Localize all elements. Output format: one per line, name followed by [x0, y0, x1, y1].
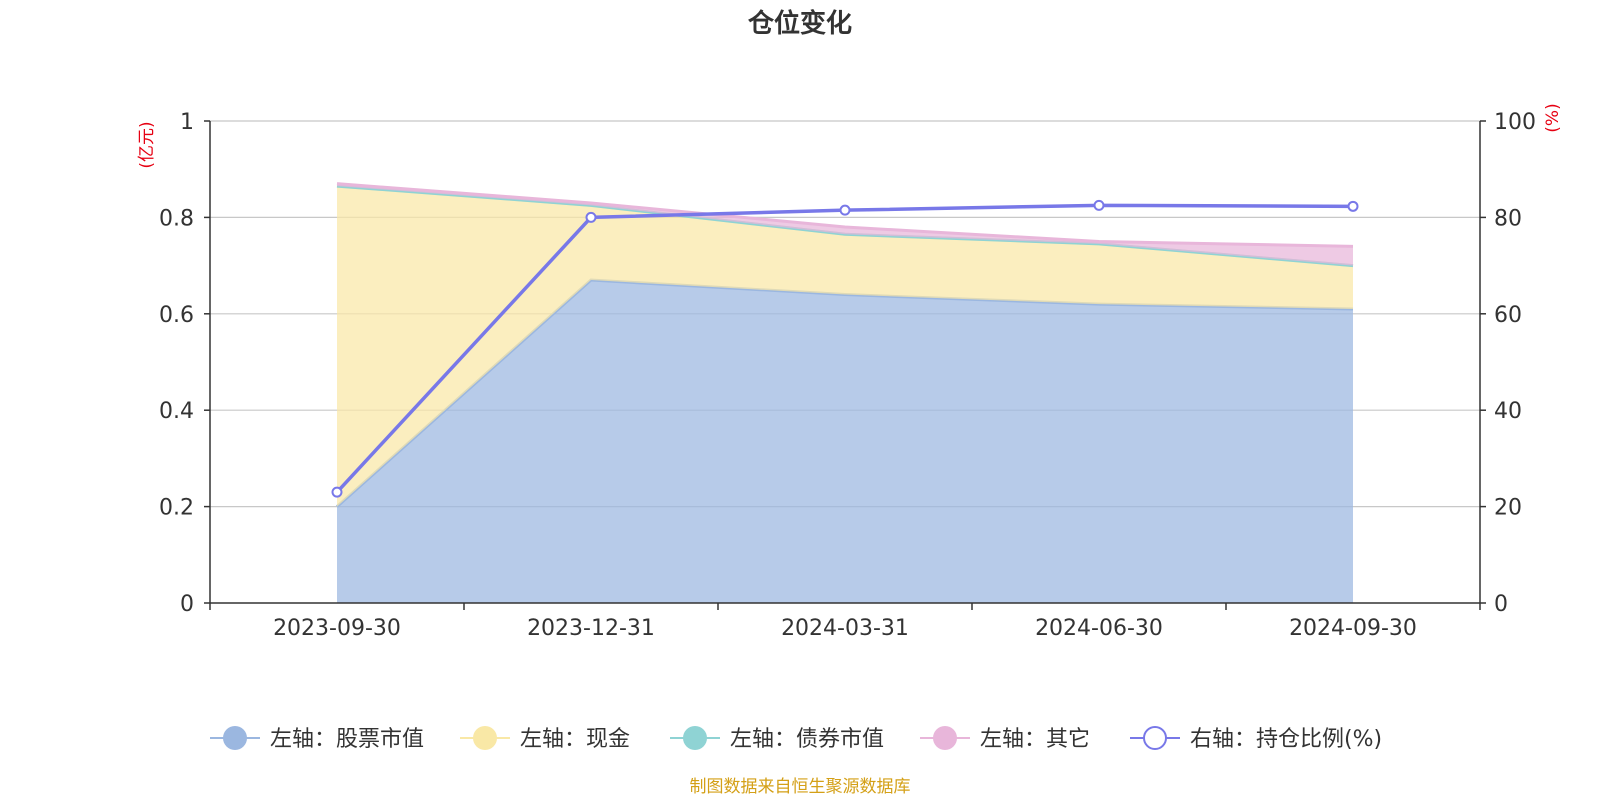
- ratio-point: [585, 211, 597, 223]
- left-axis-unit: (亿元): [137, 121, 157, 168]
- legend-item: 左轴：债券市值: [670, 726, 884, 752]
- legend-swatch-marker: [1143, 726, 1167, 750]
- area-0: [337, 280, 1353, 603]
- left-tick-label: 0.6: [159, 303, 194, 328]
- ratio-point: [1093, 199, 1105, 211]
- source-note: 制图数据来自恒生聚源数据库: [690, 777, 911, 797]
- legend-item: 左轴：现金: [460, 726, 630, 752]
- x-tick-label: 2024-06-30: [1035, 616, 1163, 641]
- right-tick-label: 100: [1494, 110, 1536, 135]
- legend-label: 左轴：现金: [520, 727, 630, 752]
- x-tick-label: 2023-12-31: [527, 616, 655, 641]
- right-tick-label: 80: [1494, 206, 1522, 231]
- right-tick-label: 60: [1494, 303, 1522, 328]
- legend-label: 左轴：债券市值: [730, 727, 884, 752]
- legend-label: 左轴：其它: [980, 727, 1090, 752]
- x-tick-label: 2024-03-31: [781, 616, 909, 641]
- legend-item: 左轴：股票市值: [210, 726, 424, 752]
- ratio-point: [331, 486, 343, 498]
- area-edge-3: [336, 182, 1354, 248]
- left-tick-label: 0.4: [159, 399, 194, 424]
- left-tick-label: 0.2: [159, 496, 194, 521]
- axes: 0 0.2 0.4 0.6 0.8 1 0 20 40 60 80 100 2023-09-30 2023…: [159, 110, 1536, 641]
- legend-label: 右轴：持仓比例(%): [1190, 727, 1382, 752]
- legend-item: 右轴：持仓比例(%): [1130, 726, 1382, 752]
- legend-item: 左轴：其它: [920, 726, 1090, 752]
- right-tick-label: 40: [1494, 399, 1522, 424]
- left-tick-label: 0: [180, 592, 194, 617]
- x-tick-label: 2023-09-30: [273, 616, 401, 641]
- chart-title: 仓位变化: [747, 8, 852, 39]
- right-tick-label: 20: [1494, 496, 1522, 521]
- position-ratio-line: [331, 199, 1359, 498]
- right-axis-unit: (%): [1543, 103, 1563, 132]
- ratio-point: [1347, 200, 1359, 212]
- right-tick-label: 0: [1494, 592, 1508, 617]
- ratio-point: [839, 204, 851, 216]
- legend-label: 左轴：股票市值: [270, 727, 424, 752]
- legend-swatch-marker: [223, 726, 247, 750]
- area-1: [337, 186, 1353, 507]
- legend-swatch-marker: [473, 726, 497, 750]
- stacked-areas: [336, 182, 1354, 603]
- left-tick-label: 0.8: [159, 206, 194, 231]
- legend: 左轴：股票市值 左轴：现金 左轴：债券市值 左轴：其它 右轴：持仓比例(%): [210, 726, 1382, 752]
- x-tick-label: 2024-09-30: [1289, 616, 1417, 641]
- legend-swatch-marker: [683, 726, 707, 750]
- legend-swatch-marker: [933, 726, 957, 750]
- left-tick-label: 1: [180, 110, 194, 135]
